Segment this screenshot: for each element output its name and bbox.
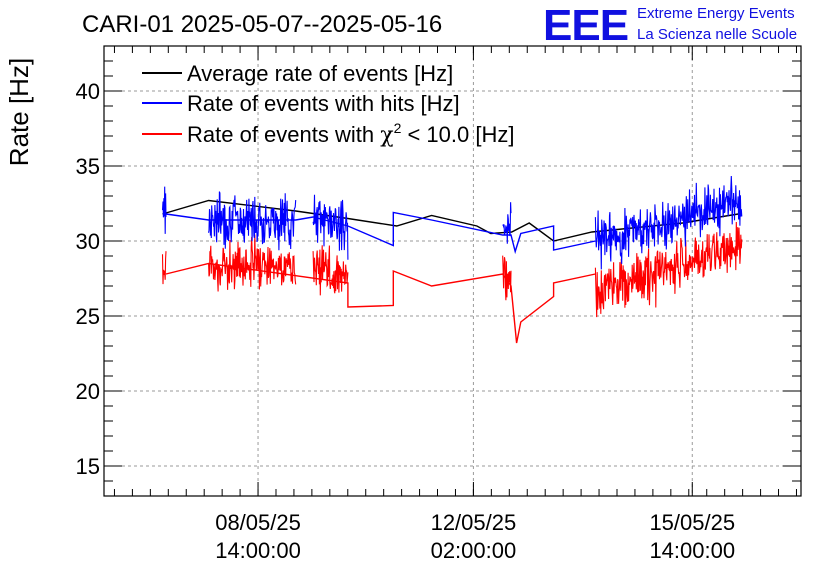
x-tick-label-time-1: 02:00:00 [431, 538, 517, 563]
legend: Average rate of events [Hz] Rate of even… [142, 61, 514, 148]
series-band-hits-1 [208, 191, 297, 251]
y-tick-label-30: 30 [76, 229, 100, 254]
series-line-chi2 [165, 262, 596, 344]
x-tick-label-time-0: 14:00:00 [215, 538, 301, 563]
legend-chi2-prefix: Rate of events with [187, 122, 380, 147]
legend-chi2-sup: 2 [394, 120, 402, 136]
logo-line-1: Extreme Energy Events [637, 5, 795, 22]
series-band-hits-4 [594, 175, 743, 270]
series-band-chi2-1 [208, 234, 297, 292]
y-axis-label: Rate [Hz] [4, 58, 34, 166]
chart-title: CARI-01 2025-05-07--2025-05-16 [82, 11, 442, 38]
y-tick-label-25: 25 [76, 304, 100, 329]
x-tick-label-date-1: 12/05/25 [431, 510, 517, 535]
series-band-chi2-3 [502, 255, 512, 301]
series-layer [161, 175, 743, 344]
series-band-hits-3 [502, 202, 512, 244]
legend-label-hits: Rate of events with hits [Hz] [187, 91, 460, 116]
legend-chi2-symbol: χ [380, 123, 393, 148]
series-band-hits-2 [312, 194, 349, 260]
logo-line-2: La Scienza nelle Scuole [637, 26, 797, 43]
series-line-hits [165, 211, 596, 255]
legend-chi2-suffix: < 10.0 [Hz] [401, 122, 514, 147]
series-band-chi2-2 [312, 245, 349, 296]
x-tick-label-time-2: 14:00:00 [649, 538, 735, 563]
series-band-chi2-4 [594, 221, 743, 318]
series-line-avg [162, 199, 739, 242]
axes: 15 20 25 30 35 40 08/05/25 14:00:00 12/05/25 02:0… [76, 45, 801, 563]
legend-label-chi2: Rate of events with χ2 < 10.0 [Hz] [187, 120, 514, 148]
x-tick-label-date-2: 15/05/25 [649, 510, 735, 535]
y-tick-label-35: 35 [76, 154, 100, 179]
y-tick-label-15: 15 [76, 454, 100, 479]
series-band-hits-0 [161, 186, 167, 234]
x-tick-label-date-0: 08/05/25 [215, 510, 301, 535]
y-tick-label-20: 20 [76, 379, 100, 404]
y-tick-label-40: 40 [76, 79, 100, 104]
logo-eee: EEE [543, 1, 628, 50]
series-band-chi2-0 [161, 251, 167, 285]
legend-label-avg: Average rate of events [Hz] [187, 61, 453, 86]
